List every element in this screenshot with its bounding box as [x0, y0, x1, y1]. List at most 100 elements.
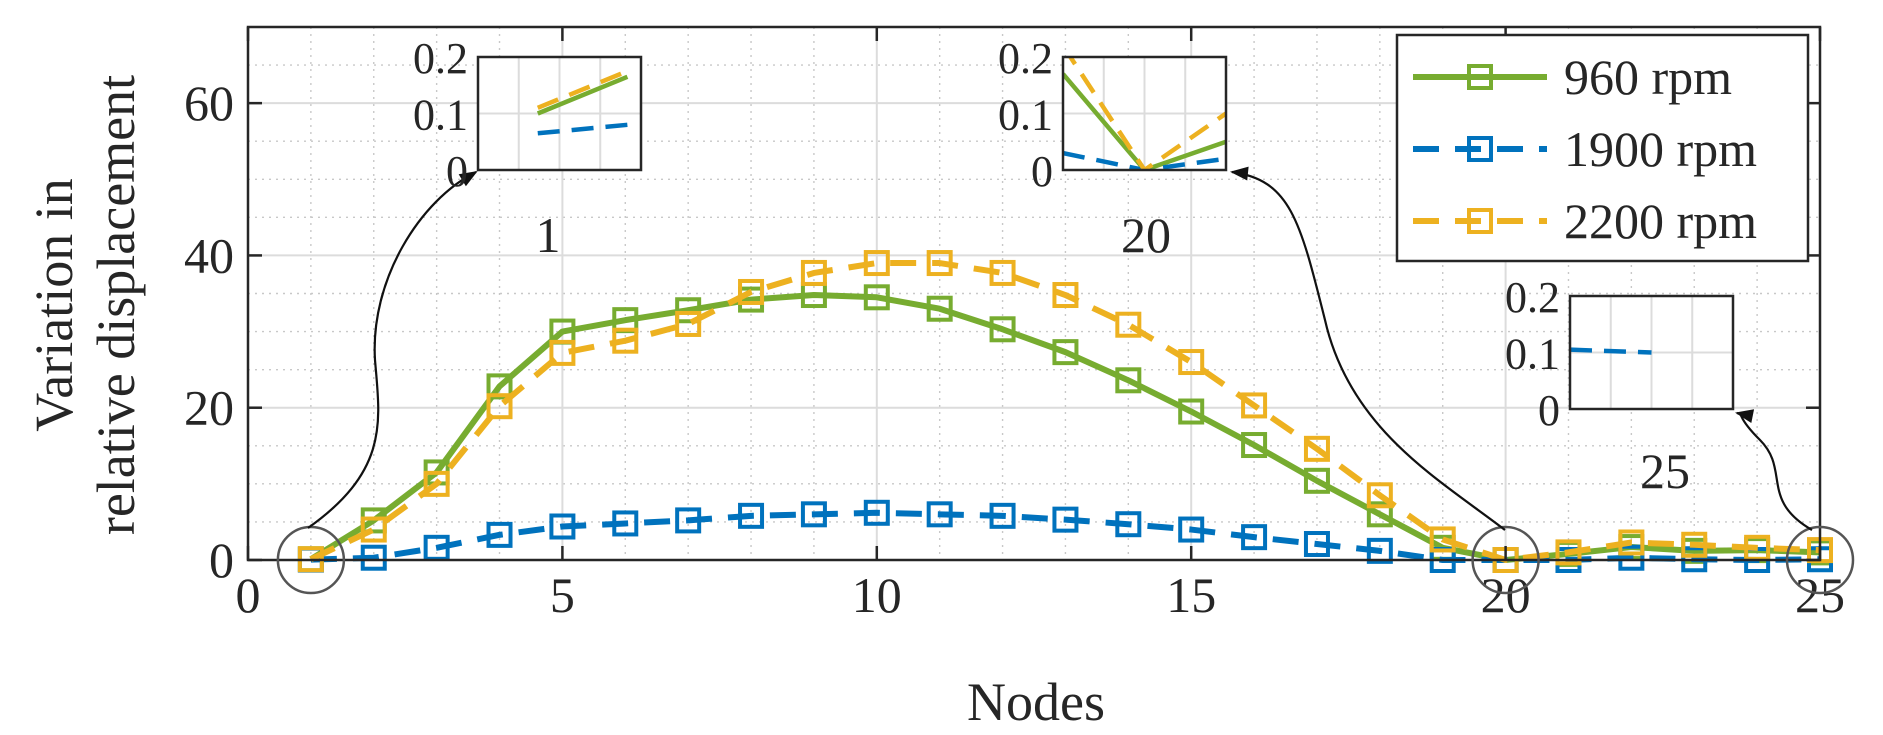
data-point-marker — [1115, 367, 1142, 394]
data-point-marker — [486, 373, 513, 400]
y-axis-title-line-1: Variation in — [24, 178, 84, 431]
data-point-marker — [675, 507, 702, 534]
inset-y-tick-label: 0.1 — [998, 91, 1053, 140]
inset-series-layer — [1063, 57, 1226, 170]
y-axis-title: Variation in relative displacement — [24, 75, 146, 535]
inset-series-line — [1063, 72, 1226, 170]
inset-y-tick-label: 0 — [446, 147, 468, 196]
data-point-marker — [360, 516, 387, 543]
inset-y-tick-label: 0.1 — [413, 91, 468, 140]
data-point-marker — [863, 250, 890, 277]
data-point-marker — [549, 339, 576, 366]
inset-y-tick-label: 0.2 — [413, 34, 468, 83]
callout-circle — [1471, 525, 1540, 595]
x-tick-label: 0 — [236, 567, 261, 623]
data-point-marker — [423, 470, 450, 497]
data-point-marker — [1303, 435, 1330, 462]
callout-arrowhead — [1230, 166, 1249, 181]
legend-swatch-marker — [1467, 64, 1493, 90]
inset-1: 0.2 0.1 0 1 — [413, 34, 643, 263]
y-tick-label: 60 — [184, 75, 234, 131]
data-point-marker — [1052, 282, 1079, 309]
series-layer — [297, 250, 1833, 573]
data-point-marker — [1241, 392, 1268, 419]
x-tick-label: 5 — [550, 567, 575, 623]
data-point-marker — [926, 295, 953, 322]
x-tick-label: 15 — [1166, 567, 1216, 623]
inset-series-line — [536, 74, 629, 116]
data-point-marker — [863, 499, 890, 526]
data-point-marker — [1178, 398, 1205, 425]
legend-swatch-marker — [1467, 136, 1493, 162]
x-tick-label: 20 — [1481, 567, 1531, 623]
callout-circle — [1785, 525, 1855, 595]
data-point-marker — [486, 393, 513, 420]
legend-label: 1900 rpm — [1564, 121, 1757, 177]
x-axis-title: Nodes — [967, 672, 1105, 732]
data-point-marker — [738, 278, 765, 305]
inset-20: 0.2 0.1 0 20 — [998, 34, 1228, 263]
data-point-marker — [1115, 511, 1142, 538]
inset-frame — [1568, 294, 1735, 411]
axes-frame — [246, 25, 1822, 562]
data-point-marker — [1115, 311, 1142, 338]
data-point-marker — [549, 513, 576, 540]
inset-y-tick-label: 0.2 — [998, 34, 1053, 83]
data-point-marker — [1241, 524, 1268, 551]
data-point-marker — [989, 502, 1016, 529]
callout-arrowhead — [458, 170, 478, 187]
legend-label: 960 rpm — [1564, 49, 1732, 105]
data-point-marker — [360, 544, 387, 571]
inset-frame — [476, 55, 643, 172]
series-line — [309, 260, 1821, 563]
y-axis-title-line-2: relative displacement — [86, 75, 146, 535]
data-point-marker — [675, 310, 702, 337]
legend-label: 2200 rpm — [1564, 193, 1757, 249]
x-tick-label: 10 — [852, 567, 902, 623]
callout-arrow — [1231, 170, 1506, 531]
insets: 0.2 0.1 0 1 0.2 0.1 0 20 0.2 0.1 0 25 — [413, 34, 1735, 499]
data-point-marker — [1178, 516, 1205, 543]
inset-series-line — [1067, 57, 1226, 170]
data-point-marker — [926, 501, 953, 528]
data-point-marker — [1618, 529, 1645, 556]
data-point-marker — [1429, 526, 1456, 553]
axes: 0 5 10 15 20 25 0 20 40 60 — [184, 25, 1845, 623]
inset-y-tick-label: 0 — [1538, 386, 1560, 435]
y-tick-label: 0 — [209, 532, 234, 588]
inset-series-layer — [1570, 347, 1652, 355]
data-point-marker — [738, 502, 765, 529]
inset-x-label: 25 — [1640, 443, 1690, 499]
data-point-marker — [863, 284, 890, 311]
callouts — [276, 166, 1855, 595]
data-point-marker — [486, 521, 513, 548]
data-point-marker — [1681, 531, 1708, 558]
data-point-marker — [1303, 531, 1330, 558]
data-point-marker — [1178, 349, 1205, 376]
x-tick-label: 25 — [1795, 567, 1845, 623]
inset-x-label: 20 — [1121, 207, 1171, 263]
data-point-marker — [1366, 482, 1393, 509]
y-tick-label: 40 — [184, 227, 234, 283]
inset-y-tick-label: 0.1 — [1505, 330, 1560, 379]
inset-frame — [1061, 55, 1228, 172]
callout-arrow — [307, 171, 477, 529]
data-point-marker — [1555, 539, 1582, 566]
data-point-marker — [800, 259, 827, 286]
data-point-marker — [1052, 506, 1079, 533]
legend-swatch-marker — [1467, 208, 1493, 234]
inset-series-line — [536, 69, 629, 110]
data-point-marker — [800, 501, 827, 528]
data-point-marker — [926, 250, 953, 277]
data-point-marker — [612, 327, 639, 354]
inset-25: 0.2 0.1 0 25 — [1505, 273, 1735, 499]
inset-series-layer — [536, 69, 629, 136]
inset-y-tick-label: 0.2 — [1505, 273, 1560, 322]
legend: 960 rpm 1900 rpm 2200 rpm — [1395, 33, 1810, 263]
data-point-marker — [1303, 467, 1330, 494]
callout-arrowhead — [1735, 409, 1755, 424]
data-point-marker — [1052, 339, 1079, 366]
data-point-marker — [612, 510, 639, 537]
inset-series-line — [1570, 347, 1652, 355]
